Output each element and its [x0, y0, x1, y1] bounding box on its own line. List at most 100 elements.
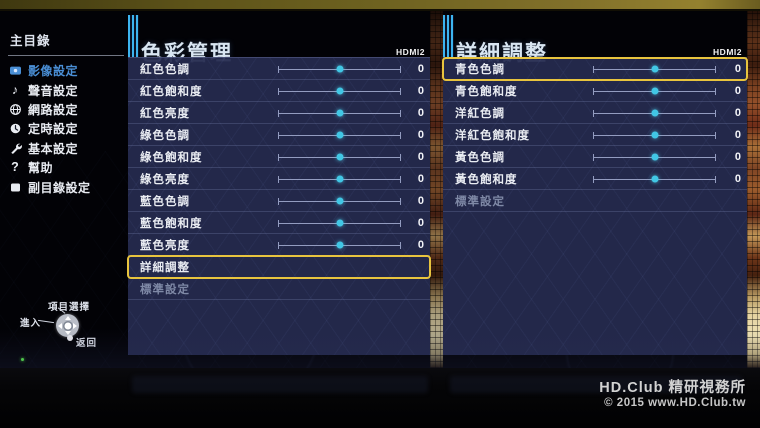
sidebar-item[interactable]: 定時設定 — [8, 119, 124, 138]
settings-row[interactable]: 紅色亮度 0 — [128, 102, 430, 124]
sidebar-item[interactable]: ♪ 聲音設定 — [8, 80, 124, 99]
slider-thumb-icon[interactable] — [651, 175, 658, 182]
slider-control[interactable] — [278, 234, 401, 255]
slider-control[interactable] — [593, 124, 716, 145]
bezel-reflection — [450, 376, 742, 393]
setting-label: 青色色調 — [455, 63, 505, 76]
sidebar-item-label: 影像設定 — [28, 64, 79, 79]
slider-thumb-icon[interactable] — [651, 153, 658, 160]
slider-thumb-icon[interactable] — [336, 131, 343, 138]
settings-row[interactable]: 紅色色調 0 — [128, 58, 430, 80]
slider-control[interactable] — [593, 58, 716, 79]
settings-row[interactable]: 黃色色調 0 — [443, 146, 747, 168]
slider-control[interactable] — [278, 168, 401, 189]
slider-control[interactable] — [593, 102, 716, 123]
clock-icon — [8, 122, 22, 136]
main-menu-title: 主目錄 — [8, 30, 124, 56]
setting-value: 0 — [734, 62, 741, 75]
setting-label: 藍色色調 — [140, 195, 190, 208]
slider-thumb-icon[interactable] — [336, 197, 343, 204]
sidebar-item[interactable]: ? 幫助 — [8, 158, 124, 177]
tv-screen: 主目錄 影像設定 ♪ 聲音設定 網路設定 定時設定 基本設定? 幫助 副目錄設定 色彩管理 H… — [0, 11, 760, 368]
slider-thumb-icon[interactable] — [336, 87, 343, 94]
hint-enter-label: 進入 — [20, 318, 42, 329]
square-icon — [8, 180, 22, 194]
setting-label: 青色飽和度 — [455, 85, 518, 98]
sidebar-item-label: 基本設定 — [28, 141, 79, 156]
settings-row[interactable]: 紅色飽和度 0 — [128, 80, 430, 102]
slider-thumb-icon[interactable] — [336, 153, 343, 160]
settings-row[interactable]: 洋紅色飽和度 0 — [443, 124, 747, 146]
background-video-strip — [430, 11, 443, 368]
settings-rows: 青色色調 0 青色飽和度 0 洋紅色調 0 洋紅色飽和度 0 黃色色調 0 黃色飽和度 0 標準設定 — [442, 57, 748, 355]
setting-label: 標準設定 — [140, 283, 190, 296]
detail-adjust-panel: 詳細調整 HDMI2 青色色調 0 青色飽和度 0 洋紅色調 0 洋紅色飽和度 0 黃色色調 0 黃… — [442, 11, 748, 368]
setting-value: 0 — [417, 216, 424, 229]
slider-control[interactable] — [278, 146, 401, 167]
slider-thumb-icon[interactable] — [336, 65, 343, 72]
slider-thumb-icon[interactable] — [336, 219, 343, 226]
sidebar-item[interactable]: 基本設定 — [8, 139, 124, 158]
slider-control[interactable] — [278, 102, 401, 123]
settings-row[interactable]: 藍色飽和度 0 — [128, 212, 430, 234]
slider-control[interactable] — [593, 168, 716, 189]
settings-row[interactable]: 青色飽和度 0 — [443, 80, 747, 102]
slider-control[interactable] — [278, 80, 401, 101]
sidebar-item[interactable]: 網路設定 — [8, 100, 124, 119]
setting-label: 紅色色調 — [140, 63, 190, 76]
background-video-strip — [747, 11, 760, 368]
sidebar-item[interactable]: 副目錄設定 — [8, 177, 124, 196]
setting-value: 0 — [734, 128, 741, 141]
setting-label: 綠色飽和度 — [140, 151, 203, 164]
setting-label: 紅色亮度 — [140, 107, 190, 120]
back-button-icon — [67, 335, 73, 341]
slider-thumb-icon[interactable] — [651, 131, 658, 138]
panel-header-bars-icon — [128, 15, 139, 57]
sidebar-item-label: 網路設定 — [28, 102, 79, 117]
settings-row[interactable]: 詳細調整 — [127, 255, 431, 279]
slider-control[interactable] — [278, 124, 401, 145]
slider-thumb-icon[interactable] — [336, 241, 343, 248]
dpad-icon — [56, 314, 79, 337]
settings-row[interactable]: 標準設定 — [128, 278, 430, 300]
setting-value: 0 — [417, 194, 424, 207]
setting-value: 0 — [734, 106, 741, 119]
setting-value: 0 — [734, 172, 741, 185]
globe-icon — [8, 102, 22, 116]
settings-row[interactable]: 綠色亮度 0 — [128, 168, 430, 190]
watermark: HD.Club 精研視務所 © 2015 www.HD.Club.tw — [599, 380, 746, 410]
setting-label: 綠色色調 — [140, 129, 190, 142]
sidebar-item[interactable]: 影像設定 — [8, 61, 124, 80]
settings-row[interactable]: 藍色色調 0 — [128, 190, 430, 212]
slider-thumb-icon[interactable] — [651, 65, 658, 72]
slider-control[interactable] — [278, 212, 401, 233]
settings-row[interactable]: 標準設定 — [443, 190, 747, 212]
setting-label: 詳細調整 — [140, 261, 190, 274]
slider-control[interactable] — [593, 146, 716, 167]
tv-bezel: HD.Club 精研視務所 © 2015 www.HD.Club.tw — [0, 368, 760, 428]
settings-row[interactable]: 藍色亮度 0 — [128, 234, 430, 256]
settings-row[interactable]: 綠色飽和度 0 — [128, 146, 430, 168]
settings-row[interactable]: 青色色調 0 — [442, 57, 748, 81]
power-led-icon — [21, 358, 24, 361]
setting-value: 0 — [417, 150, 424, 163]
slider-thumb-icon[interactable] — [336, 175, 343, 182]
sidebar-item-label: 定時設定 — [28, 122, 79, 137]
slider-thumb-icon[interactable] — [651, 87, 658, 94]
slider-control[interactable] — [278, 190, 401, 211]
settings-row[interactable]: 黃色飽和度 0 — [443, 168, 747, 190]
display-icon — [8, 64, 22, 78]
wrench-icon — [8, 141, 22, 155]
setting-label: 綠色亮度 — [140, 173, 190, 186]
slider-control[interactable] — [593, 80, 716, 101]
setting-label: 標準設定 — [455, 195, 505, 208]
settings-row[interactable]: 洋紅色調 0 — [443, 102, 747, 124]
settings-rows: 紅色色調 0 紅色飽和度 0 紅色亮度 0 綠色色調 0 綠色飽和度 0 綠色亮度 0 藍色色調 0 藍色飽… — [127, 57, 431, 355]
bezel-reflection — [132, 376, 428, 393]
setting-label: 洋紅色飽和度 — [455, 129, 530, 142]
slider-thumb-icon[interactable] — [336, 109, 343, 116]
slider-control[interactable] — [278, 58, 401, 79]
settings-row[interactable]: 綠色色調 0 — [128, 124, 430, 146]
slider-thumb-icon[interactable] — [651, 109, 658, 116]
